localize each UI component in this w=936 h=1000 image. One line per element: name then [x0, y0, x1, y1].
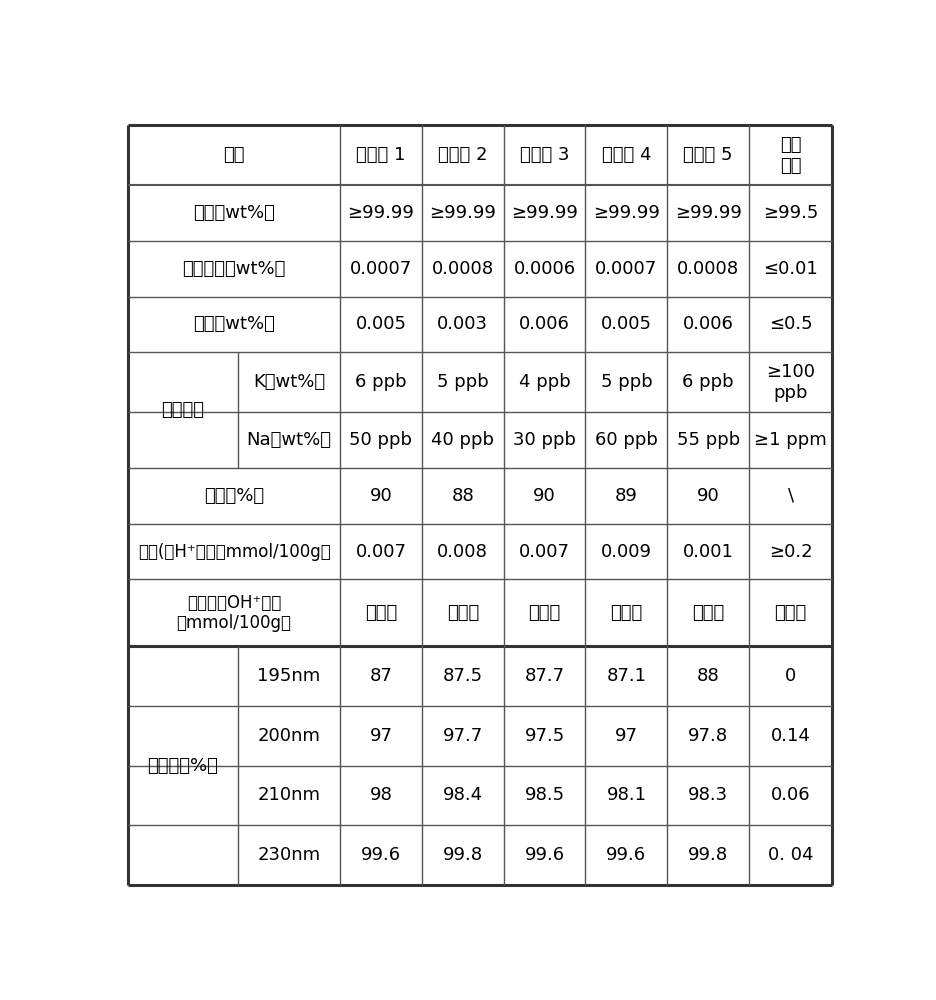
- Text: 88: 88: [696, 667, 719, 685]
- Text: 97.7: 97.7: [442, 727, 482, 745]
- Text: 99.6: 99.6: [360, 846, 401, 864]
- Text: ≥0.2: ≥0.2: [768, 543, 812, 561]
- Text: 未检出: 未检出: [609, 604, 642, 622]
- Text: 金属含量: 金属含量: [161, 401, 204, 419]
- Text: 0.003: 0.003: [437, 315, 488, 333]
- Text: 未检出: 未检出: [774, 604, 806, 622]
- Text: 0.007: 0.007: [519, 543, 569, 561]
- Text: 蒸发残渣（wt%）: 蒸发残渣（wt%）: [183, 260, 285, 278]
- Text: ≤0.01: ≤0.01: [763, 260, 817, 278]
- Text: 99.6: 99.6: [524, 846, 564, 864]
- Text: 0.007: 0.007: [355, 543, 406, 561]
- Text: 0.006: 0.006: [682, 315, 733, 333]
- Text: 0.008: 0.008: [437, 543, 488, 561]
- Text: 0.009: 0.009: [600, 543, 651, 561]
- Text: 未检出: 未检出: [364, 604, 397, 622]
- Text: 50 ppb: 50 ppb: [349, 431, 412, 449]
- Text: 210nm: 210nm: [257, 786, 320, 804]
- Text: 原料
乙腔: 原料 乙腔: [779, 136, 800, 175]
- Text: ≤0.5: ≤0.5: [768, 315, 812, 333]
- Text: 纯度（wt%）: 纯度（wt%）: [193, 204, 274, 222]
- Text: 0. 04: 0. 04: [768, 846, 812, 864]
- Text: 98.4: 98.4: [442, 786, 482, 804]
- Text: 实施例 5: 实施例 5: [682, 146, 732, 164]
- Text: ≥99.99: ≥99.99: [592, 204, 659, 222]
- Text: 5 ppb: 5 ppb: [436, 373, 489, 391]
- Text: 酸度(以H⁺计）（mmol/100g）: 酸度(以H⁺计）（mmol/100g）: [138, 543, 330, 561]
- Text: 0.001: 0.001: [682, 543, 733, 561]
- Text: 0.005: 0.005: [355, 315, 406, 333]
- Text: 98: 98: [369, 786, 392, 804]
- Text: 99.8: 99.8: [687, 846, 727, 864]
- Text: 透过率（%）: 透过率（%）: [147, 757, 218, 775]
- Text: 97: 97: [369, 727, 392, 745]
- Text: 87.7: 87.7: [524, 667, 564, 685]
- Text: 99.8: 99.8: [442, 846, 482, 864]
- Text: 实施例 3: 实施例 3: [519, 146, 569, 164]
- Text: 未检出: 未检出: [692, 604, 724, 622]
- Text: 0.06: 0.06: [770, 786, 810, 804]
- Text: 88: 88: [451, 487, 474, 505]
- Text: 6 ppb: 6 ppb: [681, 373, 733, 391]
- Text: 实施例 2: 实施例 2: [437, 146, 487, 164]
- Text: 89: 89: [614, 487, 637, 505]
- Text: 水分（wt%）: 水分（wt%）: [193, 315, 274, 333]
- Text: 5 ppb: 5 ppb: [600, 373, 651, 391]
- Text: 0.14: 0.14: [770, 727, 810, 745]
- Text: 0.0007: 0.0007: [594, 260, 657, 278]
- Text: 200nm: 200nm: [257, 727, 320, 745]
- Text: ≥99.5: ≥99.5: [762, 204, 817, 222]
- Text: 90: 90: [533, 487, 555, 505]
- Text: \: \: [787, 487, 793, 505]
- Text: 0.0008: 0.0008: [431, 260, 493, 278]
- Text: 4 ppb: 4 ppb: [519, 373, 570, 391]
- Text: 87: 87: [369, 667, 392, 685]
- Text: 0.005: 0.005: [600, 315, 651, 333]
- Text: 6 ppb: 6 ppb: [355, 373, 406, 391]
- Text: 收率（%）: 收率（%）: [204, 487, 264, 505]
- Text: 87.5: 87.5: [442, 667, 482, 685]
- Text: 98.5: 98.5: [524, 786, 564, 804]
- Text: 97: 97: [614, 727, 637, 745]
- Text: 未检出: 未检出: [446, 604, 478, 622]
- Text: ≥99.99: ≥99.99: [674, 204, 740, 222]
- Text: K（wt%）: K（wt%）: [253, 373, 325, 391]
- Text: ≥1 ppm: ≥1 ppm: [753, 431, 826, 449]
- Text: 90: 90: [369, 487, 392, 505]
- Text: 60 ppb: 60 ppb: [594, 431, 657, 449]
- Text: 0: 0: [784, 667, 796, 685]
- Text: Na（wt%）: Na（wt%）: [246, 431, 331, 449]
- Text: 230nm: 230nm: [257, 846, 320, 864]
- Text: 98.1: 98.1: [606, 786, 646, 804]
- Text: 名称: 名称: [223, 146, 244, 164]
- Text: ≥99.99: ≥99.99: [511, 204, 578, 222]
- Text: 30 ppb: 30 ppb: [513, 431, 576, 449]
- Text: 87.1: 87.1: [606, 667, 646, 685]
- Text: ≥99.99: ≥99.99: [429, 204, 496, 222]
- Text: 99.6: 99.6: [606, 846, 646, 864]
- Text: 98.3: 98.3: [687, 786, 727, 804]
- Text: 97.8: 97.8: [687, 727, 727, 745]
- Text: 实施例 1: 实施例 1: [356, 146, 405, 164]
- Text: 未检出: 未检出: [528, 604, 560, 622]
- Text: ≥100
ppb: ≥100 ppb: [766, 363, 814, 402]
- Text: 55 ppb: 55 ppb: [676, 431, 739, 449]
- Text: 97.5: 97.5: [524, 727, 564, 745]
- Text: ≥99.99: ≥99.99: [347, 204, 414, 222]
- Text: 195nm: 195nm: [257, 667, 320, 685]
- Text: 0.0006: 0.0006: [513, 260, 575, 278]
- Text: 0.006: 0.006: [519, 315, 569, 333]
- Text: 40 ppb: 40 ppb: [431, 431, 494, 449]
- Text: 实施例 4: 实施例 4: [601, 146, 651, 164]
- Text: 0.0007: 0.0007: [349, 260, 412, 278]
- Text: 90: 90: [696, 487, 719, 505]
- Text: 碱度（以OH⁺计）
（mmol/100g）: 碱度（以OH⁺计） （mmol/100g）: [176, 594, 291, 632]
- Text: 0.0008: 0.0008: [677, 260, 739, 278]
